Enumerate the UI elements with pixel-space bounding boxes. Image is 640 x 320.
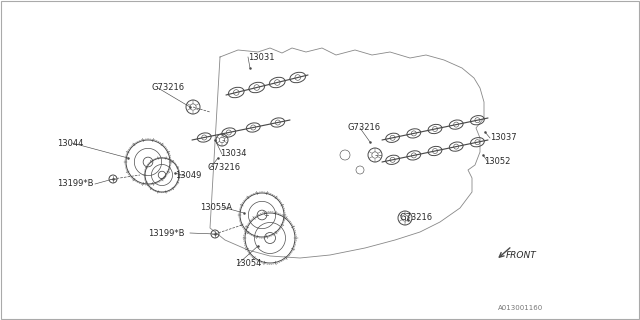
Text: FRONT: FRONT: [506, 251, 537, 260]
Text: 13049: 13049: [175, 172, 202, 180]
Text: 13037: 13037: [490, 133, 516, 142]
Text: 13199*B: 13199*B: [57, 180, 93, 188]
Text: 13031: 13031: [248, 52, 275, 61]
Text: G73216: G73216: [348, 124, 381, 132]
Text: 13199*B: 13199*B: [148, 228, 184, 237]
Text: 13044: 13044: [57, 139, 83, 148]
Text: 13054: 13054: [235, 260, 261, 268]
Text: G73216: G73216: [400, 212, 433, 221]
Text: 13055A: 13055A: [200, 203, 232, 212]
Text: G73216: G73216: [152, 84, 185, 92]
Text: A013001160: A013001160: [498, 305, 543, 311]
Text: G73216: G73216: [208, 164, 241, 172]
Text: 13034: 13034: [220, 149, 246, 158]
Text: 13052: 13052: [484, 157, 510, 166]
